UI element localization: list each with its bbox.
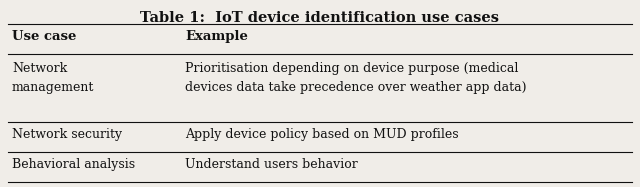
Text: Network
management: Network management (12, 62, 94, 94)
Text: Behavioral analysis: Behavioral analysis (12, 158, 135, 171)
Text: Apply device policy based on MUD profiles: Apply device policy based on MUD profile… (185, 128, 459, 141)
Text: Use case: Use case (12, 30, 76, 43)
Text: Table 1:  IoT device identification use cases: Table 1: IoT device identification use c… (141, 11, 499, 25)
Text: Understand users behavior: Understand users behavior (185, 158, 358, 171)
Text: Prioritisation depending on device purpose (medical
devices data take precedence: Prioritisation depending on device purpo… (185, 62, 527, 94)
Text: Network security: Network security (12, 128, 122, 141)
Text: Example: Example (185, 30, 248, 43)
